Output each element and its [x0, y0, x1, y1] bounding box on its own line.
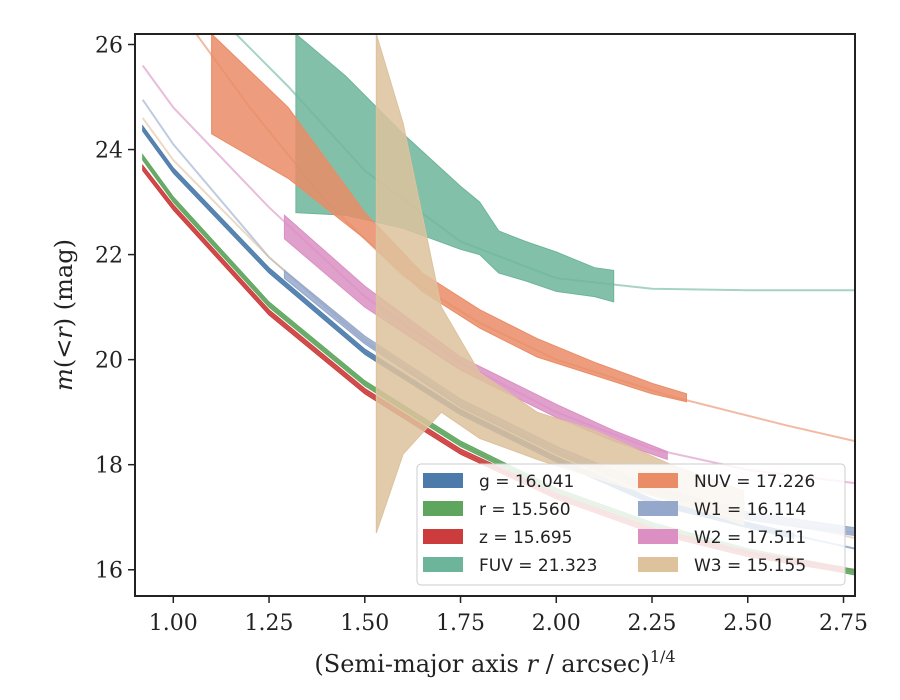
x-tick-label: 1.25	[245, 611, 294, 636]
legend-swatch-w3	[638, 557, 678, 572]
y-tick-label: 24	[95, 139, 123, 164]
x-axis-ticks: 1.00 1.25 1.50 1.75 2.00 2.25 2.50 2.75	[149, 596, 868, 636]
plot-frame	[134, 33, 856, 597]
y-axis-label: m(<r) (mag)	[50, 239, 78, 391]
legend-swatch-g	[423, 473, 463, 488]
legend-label-z: z = 15.695	[479, 528, 572, 548]
x-axis-label: (Semi-major axis r / arcsec)1/4	[314, 647, 675, 678]
x-tick-label: 1.50	[340, 611, 389, 636]
legend-swatch-fuv	[423, 557, 463, 572]
y-tick-label: 16	[95, 559, 123, 584]
legend-swatch-nuv	[638, 473, 678, 488]
y-tick-label: 22	[95, 244, 123, 269]
legend-label-g: g = 16.041	[479, 472, 574, 492]
x-tick-label: 2.50	[723, 611, 772, 636]
legend-label-w3: W3 = 15.155	[694, 556, 806, 576]
legend-label-w1: W1 = 16.114	[694, 500, 806, 520]
y-tick-label: 20	[95, 349, 123, 374]
legend-swatch-w1	[638, 501, 678, 516]
y-tick-label: 18	[95, 454, 123, 479]
band-r	[142, 153, 855, 576]
legend-swatch-w2	[638, 529, 678, 544]
legend-label-w2: W2 = 17.511	[694, 528, 806, 548]
legend: g = 16.041 r = 15.560 z = 15.695 FUV = 21.3…	[416, 463, 846, 586]
x-tick-label: 2.00	[532, 611, 581, 636]
legend-swatch-r	[423, 501, 463, 516]
legend-box	[416, 463, 846, 586]
y-axis-ticks: 16 18 20 22 24 26	[95, 34, 135, 584]
x-tick-label: 2.25	[628, 611, 677, 636]
legend-swatch-z	[423, 529, 463, 544]
band-fuv	[295, 34, 615, 303]
legend-label-r: r = 15.560	[479, 500, 571, 520]
x-tick-label: 2.75	[819, 611, 868, 636]
legend-label-fuv: FUV = 21.323	[479, 556, 597, 576]
legend-label-nuv: NUV = 17.226	[694, 472, 815, 492]
x-tick-label: 1.75	[436, 611, 485, 636]
x-tick-label: 1.00	[149, 611, 198, 636]
y-tick-label: 26	[95, 34, 123, 59]
